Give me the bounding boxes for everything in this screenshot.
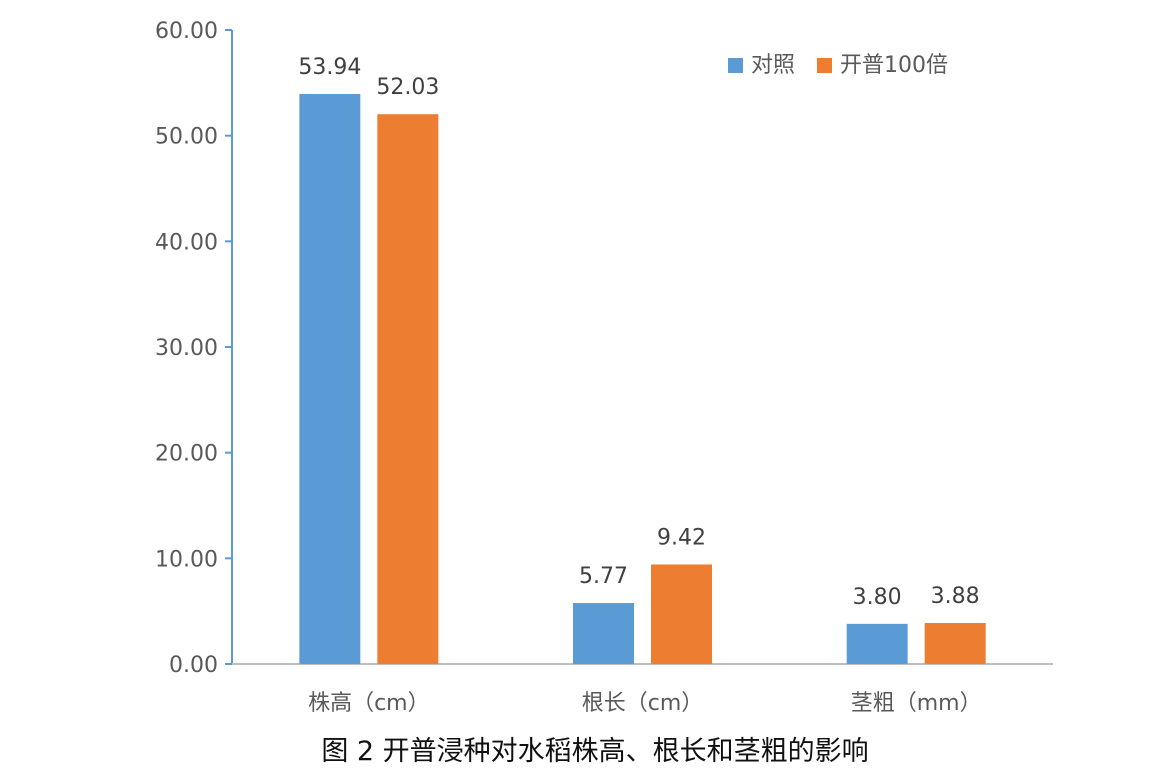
legend-label: 对照 <box>751 53 795 78</box>
data-label: 3.88 <box>931 584 980 609</box>
legend-swatch <box>728 58 743 73</box>
y-axis: 0.00 10.00 20.00 30.00 40.00 50.00 60.00 <box>155 19 233 678</box>
data-label: 3.80 <box>853 585 902 610</box>
y-tick-label: 0.00 <box>169 653 218 678</box>
data-label: 9.42 <box>657 525 706 550</box>
y-tick-label: 30.00 <box>155 336 218 361</box>
bar <box>573 603 634 664</box>
data-label: 5.77 <box>579 564 628 589</box>
category-label: 茎粗（mm） <box>851 691 982 716</box>
category-labels: 株高（cm） 根长（cm） 茎粗（mm） <box>308 691 982 716</box>
y-tick-label: 10.00 <box>155 547 218 572</box>
figure-caption: 图 2 开普浸种对水稻株高、根长和茎粗的影响 <box>321 736 868 767</box>
bar <box>924 623 986 664</box>
bar <box>846 623 908 664</box>
bar <box>377 114 439 665</box>
legend-label: 开普100倍 <box>840 53 948 78</box>
legend: 对照 开普100倍 <box>728 53 948 78</box>
category-label: 株高（cm） <box>308 691 430 716</box>
y-tick-label: 20.00 <box>155 442 218 467</box>
value-labels: 53.94 52.03 5.77 9.42 3.80 3.88 <box>298 55 979 610</box>
y-tick-label: 40.00 <box>155 230 218 255</box>
y-tick-label: 60.00 <box>155 19 218 44</box>
y-tick-label: 50.00 <box>155 125 218 150</box>
category-label: 根长（cm） <box>582 691 704 716</box>
data-label: 52.03 <box>376 75 439 100</box>
legend-swatch <box>817 58 833 73</box>
bar <box>651 564 712 664</box>
bars <box>299 94 986 665</box>
bar <box>299 94 361 664</box>
data-label: 53.94 <box>298 55 361 80</box>
